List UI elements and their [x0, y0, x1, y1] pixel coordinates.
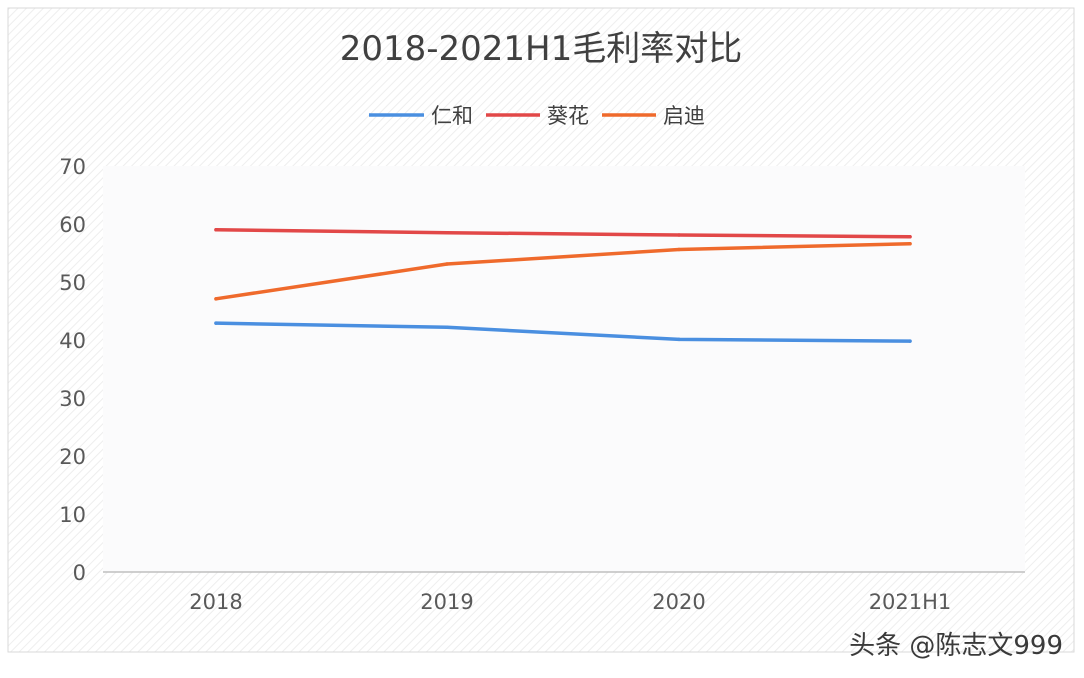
- data-point-kuihua: [445, 230, 449, 235]
- series-line-kuihua: [214, 228, 912, 239]
- data-point-kuihua: [214, 228, 218, 232]
- y-tick-label: 70: [59, 155, 86, 179]
- data-point-kuihua: [908, 235, 912, 239]
- y-tick-label: 50: [59, 271, 86, 295]
- legend-label-renhe: 仁和: [431, 104, 473, 128]
- y-axis: 0 10 20 30 40 50 60 70: [59, 155, 86, 585]
- x-axis: 2018 2019 2020 2021H1: [189, 590, 951, 614]
- legend: 仁和 葵花 启迪: [369, 104, 705, 128]
- x-tick-label: 2018: [189, 590, 242, 614]
- plot-area: [103, 166, 1025, 572]
- legend-label-kuihua: 葵花: [547, 104, 589, 128]
- data-point-renhe: [445, 325, 449, 329]
- y-tick-label: 0: [73, 561, 86, 585]
- y-tick-label: 30: [59, 387, 86, 411]
- chart-title: 2018-2021H1毛利率对比: [340, 29, 743, 69]
- watermark: 头条 @陈志文999: [849, 631, 1063, 661]
- series-group: [214, 228, 912, 343]
- data-point-kuihua: [677, 233, 681, 237]
- y-tick-label: 40: [59, 329, 86, 353]
- x-tick-label: 2019: [420, 590, 473, 614]
- y-tick-label: 60: [59, 213, 86, 237]
- data-point-renhe: [677, 337, 681, 342]
- data-point-renhe: [908, 339, 912, 343]
- series-line-renhe: [214, 321, 912, 343]
- x-tick-label: 2021H1: [869, 590, 952, 614]
- data-point-qidi: [214, 297, 218, 301]
- x-tick-label: 2020: [652, 590, 705, 614]
- data-point-renhe: [214, 321, 218, 325]
- data-point-qidi: [677, 247, 681, 252]
- data-point-qidi: [908, 241, 912, 246]
- y-tick-label: 20: [59, 445, 86, 469]
- legend-label-qidi: 启迪: [663, 104, 705, 128]
- series-line-qidi: [214, 241, 912, 301]
- data-point-qidi: [445, 262, 449, 266]
- y-tick-label: 10: [59, 503, 86, 527]
